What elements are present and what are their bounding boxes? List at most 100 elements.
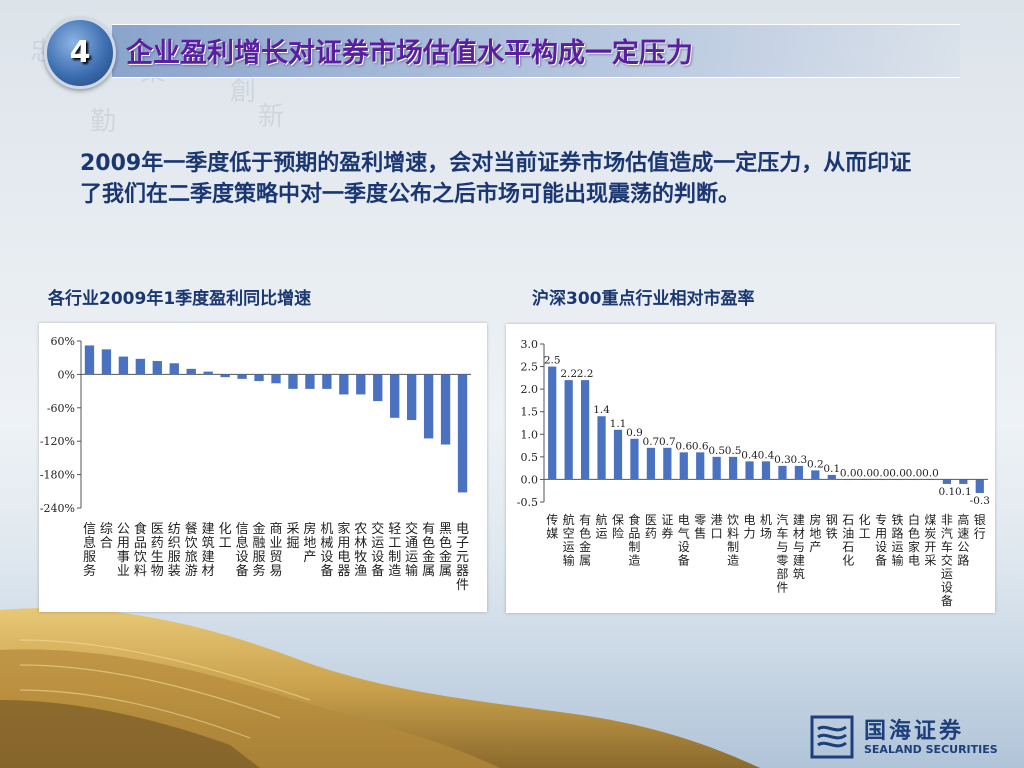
category-label-char: 属: [439, 564, 452, 579]
pe-bar-chart: 3.02.52.01.51.00.50.0-0.52.5传媒2.2航空运输2.2…: [517, 338, 990, 608]
bar-航空运输: [564, 380, 573, 480]
category-label-char: 属: [422, 564, 435, 579]
category-label-char: 银: [974, 513, 986, 527]
category-label-char: 易: [269, 564, 282, 579]
category-label-char: 信: [83, 522, 96, 537]
category-label-char: 路: [892, 526, 904, 541]
category-label-char: 餐: [185, 521, 198, 537]
data-label: 0.0: [922, 467, 939, 479]
logo-chinese-name: 国海证券: [864, 719, 965, 744]
category-label-char: 息: [236, 535, 249, 551]
right-chart-panel: 3.0 2.5 2.0 1.5 1.0 0.5 0.0 -0.5 2.5 传媒 2.2 航空运输 2.2…: [506, 324, 995, 613]
category-label-char: 券: [661, 526, 673, 541]
right-chart-title: 沪深300重点行业相对市盈率: [532, 289, 755, 309]
category-label-char: 房: [303, 521, 316, 537]
category-label-char: 信: [236, 522, 249, 537]
bar-银行: [975, 479, 984, 493]
category-label-char: 金: [579, 539, 591, 554]
data-label: 0.0: [840, 467, 857, 479]
bar-煤炭开采: [926, 479, 935, 481]
category-label-char: 通: [405, 536, 418, 551]
category-label-char: 色: [439, 535, 452, 551]
category-label-char: 食: [628, 512, 640, 527]
category-label-char: 服: [83, 550, 96, 565]
category-label-char: 掘: [286, 536, 299, 551]
category-label-char: 行: [974, 527, 986, 541]
bar-纺织服装: [169, 363, 179, 375]
svg-text:創: 創: [230, 77, 256, 107]
category-label-char: 速: [957, 527, 969, 541]
bar-港口: [712, 456, 721, 480]
category-label-char: 路: [957, 553, 969, 568]
category-label-char: 金: [439, 549, 452, 565]
data-label: 0.3: [774, 454, 791, 466]
bar-轻工制造: [390, 374, 400, 418]
data-label: 0.0: [873, 467, 890, 479]
category-label-char: 料: [727, 527, 739, 541]
category-label-char: 材: [793, 527, 805, 541]
bar-电力: [745, 461, 754, 480]
growth-bar-chart: 60%0%-60%-120%-180%-240%信息服务综合公用事业食品饮料医药…: [40, 335, 471, 593]
bar-房地产: [811, 470, 820, 480]
y-tick-label: -240%: [40, 502, 75, 515]
data-label: 0.7: [659, 436, 676, 448]
category-label-char: 器: [456, 564, 469, 579]
bar-铁路运输: [893, 479, 902, 481]
bar-专用设备: [877, 479, 886, 481]
bar-化工: [860, 479, 869, 481]
category-label-char: 饮: [185, 536, 198, 551]
bar-金融服务: [254, 374, 264, 382]
y-tick-label: 0.0: [521, 473, 539, 486]
category-label-char: 建: [202, 522, 215, 537]
data-label: 1.1: [610, 418, 627, 430]
category-label-char: 媒: [546, 527, 558, 541]
bar-食品饮料: [135, 358, 146, 375]
category-label-char: 设: [941, 581, 953, 595]
category-label-char: 息: [83, 535, 96, 551]
category-label-char: 设: [371, 550, 384, 565]
category-label-char: 金: [422, 549, 435, 565]
category-label-char: 业: [269, 536, 282, 551]
bar-综合: [101, 349, 112, 375]
data-label: 2.2: [560, 368, 577, 380]
category-label-char: 药: [151, 536, 164, 551]
bar-建筑建材: [203, 371, 213, 375]
category-label-char: 零: [694, 513, 706, 527]
category-label-char: 有: [579, 513, 591, 527]
category-label-char: 色: [579, 527, 591, 541]
category-label-char: 子: [456, 536, 469, 551]
category-label-char: 产: [303, 550, 316, 565]
body-paragraph: 2009年一季度低于预期的盈利增速，会对当前证券市场估值造成一定压力，从而印证了…: [80, 151, 912, 207]
category-label-char: 色: [422, 535, 435, 551]
category-label-char: 医: [645, 513, 657, 527]
bar-房地产: [305, 374, 315, 389]
category-label-char: 电: [456, 522, 469, 537]
bar-电气设备: [679, 452, 688, 480]
bar-石油石化: [844, 479, 853, 481]
category-label-char: 融: [253, 536, 266, 551]
category-label-char: 车: [941, 539, 953, 554]
category-label-char: 家: [908, 539, 920, 554]
category-label-char: 交: [405, 521, 418, 537]
category-label-char: 设: [320, 550, 333, 565]
category-label-char: 品: [134, 536, 147, 551]
category-label-char: 运: [563, 540, 575, 554]
category-label-char: 交: [371, 521, 384, 537]
bar-电子元器件: [457, 374, 468, 493]
bar-钢铁: [827, 474, 836, 480]
category-label-char: 属: [579, 554, 591, 568]
category-label-char: 元: [456, 550, 469, 565]
category-label-char: 备: [371, 563, 384, 579]
category-label-char: 纺: [168, 522, 181, 537]
category-label-char: 备: [320, 563, 333, 579]
category-label-char: 输: [563, 553, 575, 568]
y-tick-label: -180%: [40, 469, 75, 482]
bar-商业贸易: [271, 374, 281, 384]
category-label-char: 林: [354, 536, 367, 551]
category-label-char: 险: [612, 526, 624, 541]
data-label: 0.2: [807, 458, 824, 470]
category-label-char: 药: [645, 527, 657, 541]
category-label-char: 零: [776, 554, 788, 568]
y-tick-label: 0.5: [521, 451, 539, 464]
bar-有色金属: [581, 380, 590, 480]
